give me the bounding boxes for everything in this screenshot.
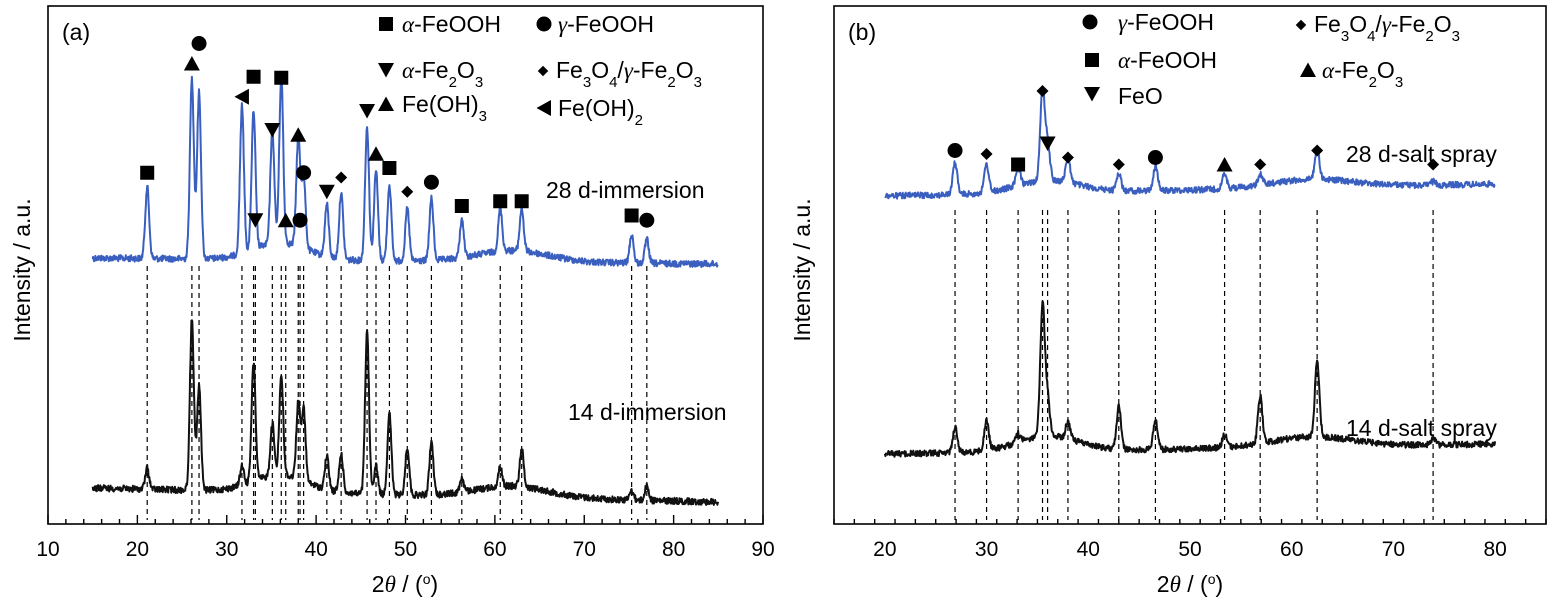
peak-marker-square	[493, 194, 508, 209]
peak-marker-circle	[423, 174, 439, 190]
peak-marker-circle	[191, 36, 207, 51]
peak-marker-diamond	[1311, 144, 1324, 157]
x-tick-label: 80	[1483, 538, 1506, 561]
legend-triangle-up-icon	[378, 96, 394, 111]
peak-marker-diamond	[980, 148, 993, 160]
x-tick-label: 10	[36, 538, 59, 561]
legend-diamond-icon	[1295, 19, 1307, 31]
panel-a-guides	[146, 266, 648, 520]
peak-marker-diamond	[1254, 158, 1267, 171]
x-tick-label: 30	[975, 538, 998, 561]
legend-square-icon	[1085, 53, 1099, 67]
peak-marker-diamond	[1061, 151, 1074, 164]
peak-marker-diamond	[401, 185, 414, 198]
legend-triangle-up-icon	[1300, 62, 1316, 77]
trace-14-d-salt-spray	[883, 300, 1497, 458]
peak-marker-circle	[292, 212, 308, 228]
x-tick-label: 50	[1178, 538, 1201, 561]
panel-b-label: (b)	[848, 19, 876, 45]
panel-a-legend: α-FeOOH γ-FeOOH α-Fe2O3 Fe3O4/γ-Fe2O3 Fe…	[378, 11, 702, 129]
series-label-14d-salt-spray: 14 d-salt spray	[1346, 415, 1497, 441]
x-tick-label: 80	[662, 538, 685, 561]
x-tick-label: 30	[215, 538, 238, 561]
peak-marker-triangle-down	[318, 184, 335, 200]
legend-triangle-left-icon	[536, 100, 551, 116]
x-tick-label: 70	[573, 538, 596, 561]
panel-b-traces	[883, 85, 1497, 458]
legend-a-feoh2: Fe(OH)2	[558, 95, 643, 129]
panel-b: (b) Intensity / a.u. 2θ / (o) 20 30 40 50 60…	[789, 5, 1547, 597]
panel-b-legend: γ-FeOOH α-FeOOH FeO Fe3O4/γ-Fe2O3 α-Fe2O…	[1082, 9, 1460, 109]
trace-28-d-salt-spray	[884, 85, 1496, 200]
peak-marker-triangle-up	[1216, 157, 1233, 172]
peak-marker-triangle-up	[277, 212, 294, 228]
x-tick-label: 50	[394, 538, 417, 561]
panel-a-label: (a)	[62, 19, 90, 45]
panel-a-xlabel: 2θ / (o)	[372, 571, 438, 597]
trace-14-d-immersion	[91, 319, 720, 506]
legend-a-gamma-feooh: γ-FeOOH	[558, 11, 654, 37]
legend-b-fe3o4: Fe3O4/γ-Fe2O3	[1314, 11, 1460, 45]
panel-a: (a) Intensity / a.u. 2θ / (o) 10 20 30 40 50…	[9, 5, 775, 597]
peak-marker-triangle-down	[1039, 136, 1056, 151]
peak-marker-circle	[296, 165, 312, 181]
peak-marker-diamond	[335, 171, 348, 184]
peak-marker-triangle-up	[368, 146, 385, 161]
peak-marker-square	[274, 70, 289, 85]
series-label-14d-immersion: 14 d-immersion	[568, 399, 727, 425]
peak-marker-circle	[1147, 150, 1163, 165]
panel-b-ylabel: Intensity / a.u.	[789, 198, 815, 341]
x-tick-label: 60	[1280, 538, 1303, 561]
panel-b-x-ticks: 20 30 40 50 60 70 80	[833, 519, 1547, 561]
panel-b-frame	[833, 5, 1547, 525]
legend-diamond-icon	[537, 65, 549, 77]
legend-a-fe3o4: Fe3O4/γ-Fe2O3	[556, 57, 702, 91]
legend-triangle-down-icon	[378, 63, 394, 78]
x-tick-label: 20	[126, 538, 149, 561]
peak-marker-square	[140, 165, 155, 180]
series-label-28d-salt-spray: 28 d-salt spray	[1346, 141, 1497, 167]
peak-marker-square	[382, 161, 397, 175]
legend-a-feoh3: Fe(OH)3	[402, 91, 487, 125]
x-tick-label: 60	[483, 538, 506, 561]
peak-marker-triangle-up	[183, 56, 200, 71]
peak-marker-diamond	[1112, 158, 1125, 171]
legend-circle-icon	[536, 16, 552, 32]
legend-circle-icon	[1082, 14, 1098, 30]
peak-marker-square	[514, 194, 529, 209]
peak-marker-square	[1011, 157, 1026, 172]
panel-a-x-ticks: 10 20 30 40 50 60 70 80 90	[36, 515, 775, 561]
peak-marker-circle	[947, 143, 963, 158]
peak-marker-diamond	[1036, 85, 1049, 97]
legend-b-alpha-fe2o3: α-Fe2O3	[1322, 57, 1403, 91]
panel-a-ylabel: Intensity / a.u.	[9, 198, 35, 341]
peak-marker-triangle-up	[290, 127, 307, 142]
peak-marker-triangle-down	[264, 123, 281, 138]
peak-marker-square	[246, 69, 261, 84]
panel-b-guides	[954, 210, 1434, 520]
peak-marker-triangle-down	[359, 104, 376, 119]
peak-marker-square	[624, 208, 639, 223]
x-tick-label: 70	[1382, 538, 1405, 561]
panel-b-xlabel: 2θ / (o)	[1157, 571, 1223, 597]
legend-b-gamma-feooh: γ-FeOOH	[1118, 9, 1214, 35]
legend-b-feo: FeO	[1118, 83, 1163, 109]
x-tick-label: 90	[751, 538, 774, 561]
x-tick-label: 40	[1077, 538, 1100, 561]
legend-square-icon	[379, 17, 393, 31]
peak-marker-circle	[639, 212, 655, 228]
x-tick-label: 40	[304, 538, 327, 561]
series-label-28d-immersion: 28 d-immersion	[546, 177, 705, 203]
peak-marker-square	[454, 199, 469, 213]
trace-28-d-immersion	[91, 74, 719, 268]
x-tick-label: 20	[873, 538, 896, 561]
panel-a-traces	[91, 74, 720, 506]
legend-triangle-down-icon	[1084, 87, 1100, 102]
legend-a-alpha-fe2o3: α-Fe2O3	[402, 57, 483, 91]
legend-b-alpha-feooh: α-FeOOH	[1118, 47, 1217, 73]
legend-a-alpha-feooh: α-FeOOH	[402, 11, 501, 37]
